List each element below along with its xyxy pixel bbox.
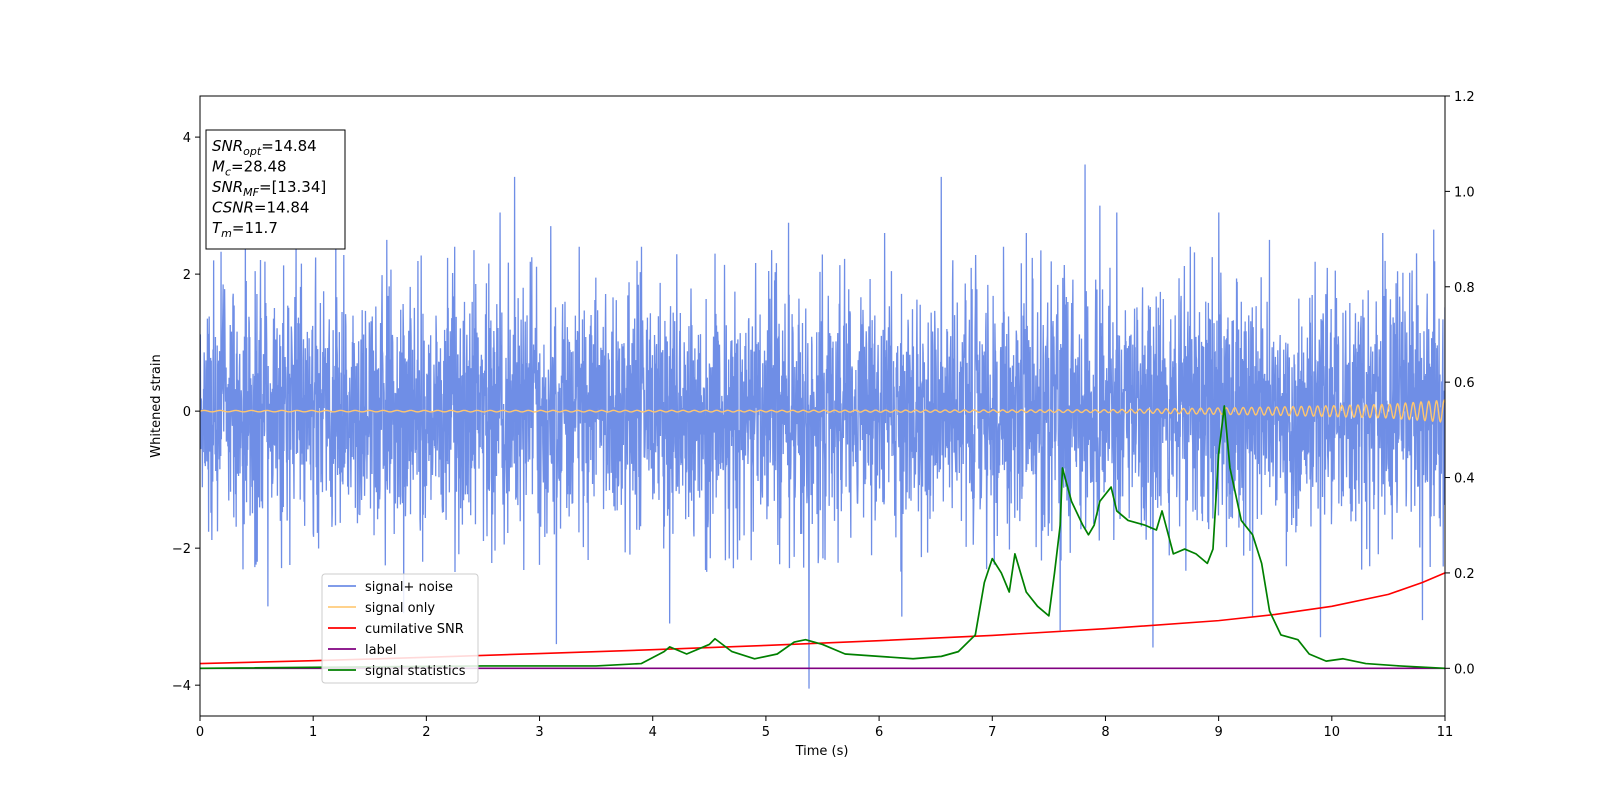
series-signal-statistics: [200, 405, 1445, 670]
y-axis: −4 −2 0 2 4: [172, 131, 200, 694]
legend-entry: signal only: [365, 601, 435, 616]
x-tick-label: 0: [196, 725, 204, 740]
annotation-line: Tm=11.7: [212, 219, 278, 240]
y-axis-label: Whitened strain: [149, 354, 164, 457]
y2-axis: 0.0 0.2 0.4 0.6 0.8 1.0 1.2: [1445, 90, 1475, 677]
x-axis-label: Time (s): [795, 744, 849, 759]
legend-frame: [321, 573, 479, 684]
annotation-line: Mc=28.48: [212, 158, 287, 179]
legend-entry: cumilative SNR: [365, 622, 464, 637]
plot-frame: [199, 95, 1446, 717]
x-tick-label: 8: [1101, 725, 1109, 740]
x-tick-label: 10: [1324, 725, 1341, 740]
y2-tick-label: 0.0: [1454, 662, 1475, 677]
annotation-frame: [205, 129, 346, 250]
legend-entry: signal+ noise: [365, 580, 453, 595]
series-signal-noise: [200, 164, 1445, 689]
series-signal-only: [200, 399, 1445, 423]
x-tick-label: 11: [1437, 725, 1454, 740]
y-tick-label: −4: [172, 679, 191, 694]
x-tick-label: 9: [1214, 725, 1222, 740]
x-tick-label: 4: [649, 725, 657, 740]
legend-entry: label: [365, 643, 396, 658]
annotation-line: CSNR=14.84: [212, 199, 309, 217]
y-tick-label: −2: [172, 542, 191, 557]
y-tick-label: 0: [183, 405, 191, 420]
y2-tick-label: 0.2: [1454, 567, 1475, 582]
x-axis: 0 1 2 3 4 5 6 7 8 9 10 11: [196, 716, 1453, 740]
y-tick-label: 2: [183, 268, 191, 283]
annotation-box: SNRopt=14.84Mc=28.48SNRMF=[13.34]CSNR=14…: [205, 129, 346, 250]
x-tick-label: 6: [875, 725, 883, 740]
x-tick-label: 1: [309, 725, 317, 740]
legend: signal+ noise signal only cumilative SNR la…: [321, 573, 479, 684]
y2-tick-label: 1.2: [1454, 90, 1475, 105]
y2-tick-label: 0.4: [1454, 472, 1475, 487]
x-tick-label: 2: [422, 725, 430, 740]
y2-tick-label: 1.0: [1454, 185, 1475, 200]
y-tick-label: 4: [183, 131, 191, 146]
x-tick-label: 3: [535, 725, 543, 740]
legend-entry: signal statistics: [365, 664, 466, 679]
y2-tick-label: 0.8: [1454, 281, 1475, 296]
annotation-line: SNRMF=[13.34]: [212, 178, 326, 199]
annotation-line: SNRopt=14.84: [212, 137, 317, 158]
x-tick-label: 7: [988, 725, 996, 740]
x-tick-label: 5: [762, 725, 770, 740]
y2-tick-label: 0.6: [1454, 376, 1475, 391]
